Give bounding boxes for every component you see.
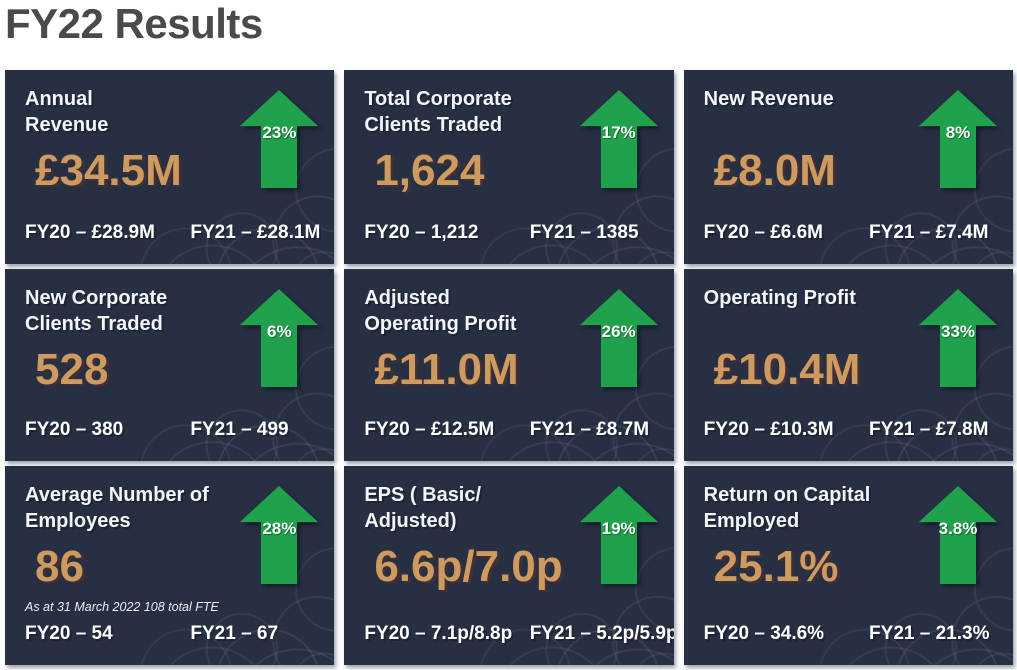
- kpi-title: Adjusted Operating Profit: [364, 287, 517, 335]
- kpi-title: Annual Revenue: [25, 88, 109, 136]
- up-arrow-icon: [918, 289, 998, 387]
- kpi-fy20-value: FY20 – £10.3M: [703, 419, 834, 440]
- growth-percent: 6%: [267, 322, 292, 341]
- kpi-prior-years: FY20 – £10.3M FY21 – £7.8M: [704, 419, 999, 441]
- kpi-prior-years: FY20 – 34.6% FY21 – 21.3%: [704, 623, 999, 645]
- growth-arrow: 28%: [239, 486, 319, 584]
- kpi-value: £34.5M: [35, 146, 182, 195]
- up-arrow-icon: [579, 486, 658, 584]
- kpi-fy21-value: FY21 – 1385: [529, 222, 639, 243]
- kpi-tile-adjusted-operating-profit: Adjusted Operating Profit £11.0M FY20 – …: [344, 269, 674, 461]
- kpi-fy21-value: FY21 – 5.2p/5.9p: [529, 623, 674, 644]
- kpi-value: £11.0M: [374, 345, 519, 394]
- growth-percent: 23%: [262, 123, 297, 142]
- growth-percent: 33%: [940, 322, 976, 341]
- up-arrow-icon: [918, 486, 998, 584]
- growth-arrow: 23%: [239, 90, 319, 188]
- up-arrow-icon: [240, 486, 319, 584]
- growth-arrow: 17%: [579, 90, 659, 188]
- kpi-tile-return-on-capital: Return on Capital Employed 25.1% FY20 – …: [683, 466, 1013, 665]
- kpi-fy20-value: FY20 – £28.9M: [25, 222, 155, 243]
- kpi-tile-total-corporate-clients: Total Corporate Clients Traded 1,624 FY2…: [344, 70, 674, 264]
- kpi-fy20-value: FY20 – £6.6M: [703, 222, 823, 243]
- kpi-fy21-value: FY21 – 21.3%: [869, 623, 990, 644]
- kpi-prior-years: FY20 – 1,212 FY21 – 1385: [364, 222, 659, 244]
- kpi-title: New Corporate Clients Traded: [25, 287, 168, 335]
- kpi-fy21-value: FY21 – £8.7M: [529, 419, 650, 440]
- up-arrow-icon: [579, 289, 658, 387]
- kpi-fy20-value: FY20 – 380: [25, 419, 124, 440]
- kpi-title: Return on Capital Employed: [703, 484, 871, 532]
- kpi-note: As at 31 March 2022 108 total FTE: [25, 600, 219, 614]
- kpi-fy20-value: FY20 – 7.1p/8.8p: [364, 623, 513, 644]
- kpi-fy21-value: FY21 – 499: [190, 419, 289, 440]
- kpi-prior-years: FY20 – 380 FY21 – 499: [25, 419, 320, 441]
- growth-arrow: 3.8%: [918, 486, 998, 584]
- growth-percent: 28%: [262, 519, 297, 538]
- up-arrow-icon: [918, 90, 998, 188]
- kpi-fy21-value: FY21 – 67: [190, 623, 279, 644]
- kpi-tile-operating-profit: Operating Profit £10.4M FY20 – £10.3M FY…: [683, 269, 1013, 461]
- kpi-fy21-value: FY21 – £7.8M: [869, 419, 989, 440]
- kpi-fy20-value: FY20 – 54: [25, 623, 113, 644]
- kpi-title: Operating Profit: [703, 287, 856, 309]
- kpi-value: 6.6p/7.0p: [374, 542, 563, 591]
- kpi-value: £10.4M: [713, 345, 861, 394]
- kpi-tile-eps: EPS ( Basic/ Adjusted) 6.6p/7.0p FY20 – …: [344, 466, 674, 665]
- kpi-prior-years: FY20 – £6.6M FY21 – £7.4M: [704, 222, 999, 244]
- growth-arrow: 26%: [579, 289, 659, 387]
- kpi-value: £8.0M: [713, 146, 836, 195]
- kpi-title: EPS ( Basic/ Adjusted): [364, 484, 482, 532]
- growth-percent: 3.8%: [938, 519, 978, 538]
- kpi-fy21-value: FY21 – £28.1M: [190, 222, 321, 243]
- growth-arrow: 6%: [239, 289, 319, 387]
- kpi-prior-years: FY20 – 54 FY21 – 67: [25, 623, 320, 645]
- kpi-prior-years: FY20 – £12.5M FY21 – £8.7M: [364, 419, 659, 441]
- kpi-prior-years: FY20 – £28.9M FY21 – £28.1M: [25, 222, 320, 244]
- kpi-fy20-value: FY20 – £12.5M: [364, 419, 495, 440]
- growth-percent: 17%: [601, 123, 636, 142]
- kpi-tile-new-corporate-clients: New Corporate Clients Traded 528 FY20 – …: [5, 269, 335, 461]
- growth-percent: 26%: [601, 322, 636, 341]
- up-arrow-icon: [240, 90, 319, 188]
- kpi-fy20-value: FY20 – 1,212: [364, 222, 479, 243]
- kpi-value: 86: [35, 542, 84, 591]
- kpi-grid: Annual Revenue £34.5M FY20 – £28.9M FY21…: [5, 70, 1013, 665]
- growth-percent: 8%: [945, 123, 971, 142]
- page-title: FY22 Results: [5, 0, 263, 47]
- kpi-value: 528: [35, 345, 109, 394]
- kpi-prior-years: FY20 – 7.1p/8.8p FY21 – 5.2p/5.9p: [364, 623, 674, 645]
- up-arrow-icon: [579, 90, 658, 188]
- up-arrow-icon: [240, 289, 319, 387]
- kpi-value: 1,624: [374, 146, 485, 195]
- growth-arrow: 33%: [918, 289, 998, 387]
- kpi-fy20-value: FY20 – 34.6%: [703, 623, 825, 644]
- growth-arrow: 19%: [579, 486, 659, 584]
- kpi-tile-new-revenue: New Revenue £8.0M FY20 – £6.6M FY21 – £7…: [683, 70, 1013, 264]
- growth-arrow: 8%: [918, 90, 998, 188]
- kpi-title: New Revenue: [703, 88, 834, 110]
- kpi-fy21-value: FY21 – £7.4M: [869, 222, 989, 243]
- growth-percent: 19%: [601, 519, 636, 538]
- kpi-title: Average Number of Employees: [25, 484, 209, 532]
- kpi-title: Total Corporate Clients Traded: [364, 88, 512, 136]
- kpi-tile-annual-revenue: Annual Revenue £34.5M FY20 – £28.9M FY21…: [5, 70, 335, 264]
- kpi-value: 25.1%: [713, 542, 839, 591]
- kpi-tile-average-employees: Average Number of Employees 86 As at 31 …: [5, 466, 335, 665]
